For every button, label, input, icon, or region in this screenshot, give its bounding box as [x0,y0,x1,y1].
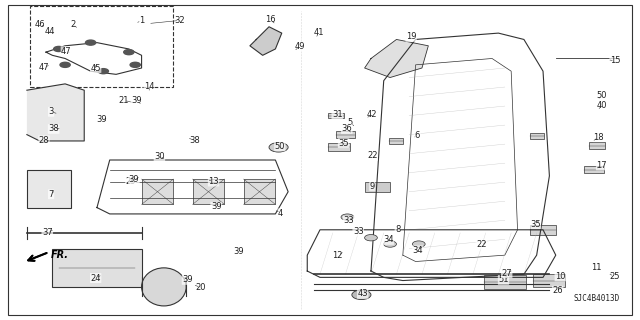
Circle shape [130,62,140,68]
Text: 11: 11 [591,263,601,272]
Text: 46: 46 [35,20,45,29]
Text: 33: 33 [353,227,364,236]
Text: 38: 38 [48,124,59,133]
Circle shape [99,69,108,74]
Text: 7: 7 [49,190,54,199]
Text: 37: 37 [42,228,52,237]
Bar [484,275,525,289]
Circle shape [365,235,378,241]
Bar [244,179,275,204]
Text: 5: 5 [348,118,353,127]
Circle shape [341,214,354,220]
Text: 12: 12 [333,251,343,260]
Text: 44: 44 [45,27,55,36]
Text: 39: 39 [182,276,193,284]
Text: 18: 18 [593,133,604,142]
Text: 10: 10 [555,272,566,281]
Text: 34: 34 [412,246,423,255]
Circle shape [269,142,288,152]
Text: 50: 50 [596,91,607,100]
Bar [328,143,350,151]
Text: 24: 24 [90,274,101,283]
Circle shape [60,62,70,68]
Text: 1: 1 [139,16,144,25]
Text: 31: 31 [332,110,342,119]
Bar [52,249,141,287]
Bar [584,165,604,173]
Text: 40: 40 [596,101,607,110]
Text: 30: 30 [154,152,164,161]
Text: 45: 45 [90,63,101,73]
Text: 25: 25 [609,272,620,281]
Bar [390,138,403,144]
Text: 17: 17 [596,161,607,170]
Text: 41: 41 [314,28,324,37]
Circle shape [54,46,64,52]
Bar [589,142,605,149]
Text: 2: 2 [70,20,76,29]
Polygon shape [365,39,428,77]
Text: 20: 20 [196,283,206,292]
FancyArrowPatch shape [28,253,47,261]
Bar [531,225,556,235]
Text: 32: 32 [175,16,185,25]
Text: 15: 15 [610,56,620,65]
Text: 36: 36 [341,124,352,133]
Bar [530,133,543,139]
Text: 43: 43 [357,289,368,298]
Text: 39: 39 [234,247,244,256]
Text: 33: 33 [343,216,354,225]
Bar [336,131,355,138]
Text: FR.: FR. [51,250,69,260]
Text: 3: 3 [49,107,54,116]
Bar [30,6,173,87]
Text: SJC4B4013D: SJC4B4013D [573,294,620,303]
Text: 35: 35 [339,139,349,148]
Text: 13: 13 [208,177,219,186]
Text: 39: 39 [211,203,221,212]
Polygon shape [27,84,84,141]
Text: 29: 29 [125,177,136,186]
Text: 9: 9 [370,181,375,190]
Circle shape [124,50,134,55]
Text: 50: 50 [275,142,285,151]
Ellipse shape [141,268,186,306]
Circle shape [352,290,371,300]
Text: 21: 21 [118,96,129,105]
Text: 19: 19 [406,32,417,41]
Text: 47: 47 [61,47,72,56]
Bar [193,179,225,204]
Text: 22: 22 [367,151,378,160]
Text: 22: 22 [476,240,486,249]
Bar [365,182,390,192]
Circle shape [384,241,396,247]
Text: 49: 49 [294,42,305,51]
Text: 6: 6 [415,131,420,140]
Text: 47: 47 [39,62,49,72]
Text: 39: 39 [97,115,108,124]
Bar [141,179,173,204]
Polygon shape [250,27,282,55]
Text: 8: 8 [395,225,401,234]
Text: 51: 51 [499,276,509,284]
Circle shape [86,40,96,45]
Text: 4: 4 [278,209,283,218]
Text: 39: 39 [129,175,140,184]
Text: 28: 28 [39,136,49,145]
Text: 38: 38 [189,136,200,145]
Text: 14: 14 [144,82,154,91]
Bar [328,113,344,118]
Bar [534,274,565,287]
Text: 35: 35 [530,220,541,228]
Text: 42: 42 [367,110,378,119]
Text: 26: 26 [552,286,563,295]
Circle shape [412,241,425,247]
Bar [27,170,72,208]
Text: 16: 16 [265,15,276,24]
Text: 39: 39 [131,96,142,105]
Text: 34: 34 [383,236,394,244]
Text: 27: 27 [501,269,512,278]
